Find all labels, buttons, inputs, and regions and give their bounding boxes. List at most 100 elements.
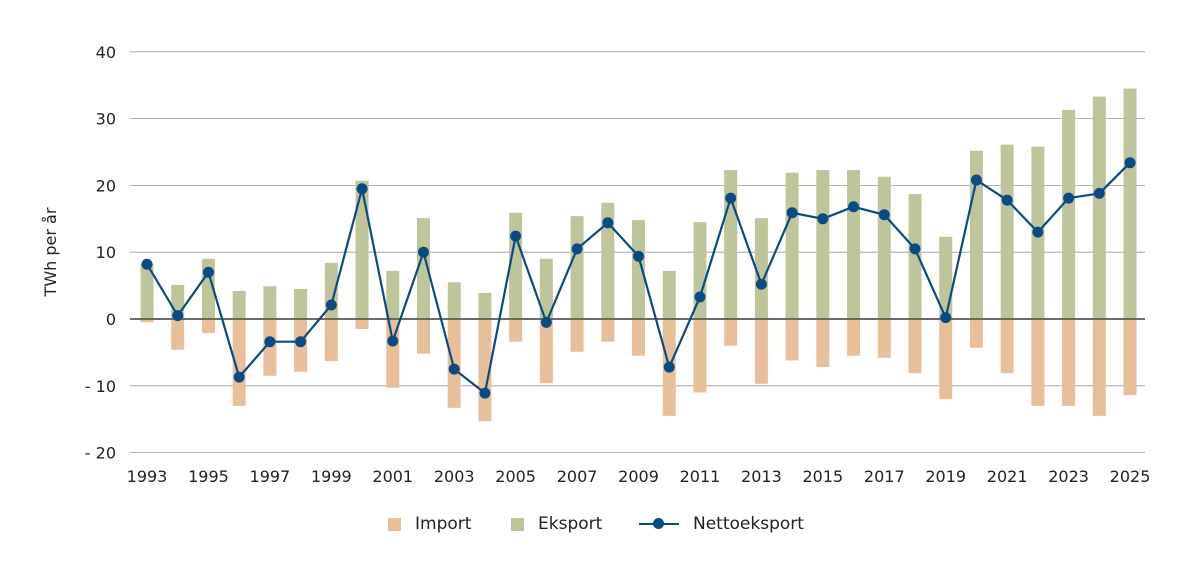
eksport-bar	[693, 222, 707, 319]
eksport-bar	[908, 194, 922, 319]
nettoeksport-point	[909, 243, 921, 255]
import-bar	[877, 319, 891, 358]
x-tick-label: 2001	[372, 467, 413, 486]
eksport-bar	[386, 270, 400, 319]
nettoeksport-point	[233, 371, 245, 383]
y-tick-label: 0	[106, 310, 116, 329]
eksport-bar	[632, 220, 646, 319]
eksport-bar	[416, 218, 430, 319]
x-tick-label: 1997	[250, 467, 291, 486]
import-bar	[939, 319, 953, 400]
nettoeksport-point	[755, 278, 767, 290]
nettoeksport-point	[848, 201, 860, 213]
eksport-bar	[662, 270, 676, 319]
eksport-bar	[1123, 88, 1137, 319]
nettoeksport-point	[387, 335, 399, 347]
nettoeksport-point	[725, 192, 737, 204]
x-tick-label: 2023	[1048, 467, 1089, 486]
eksport-bar	[754, 218, 768, 319]
x-tick-label: 2021	[987, 467, 1028, 486]
nettoeksport-point	[817, 213, 829, 225]
y-tick-label: 10	[96, 243, 116, 262]
eksport-bar	[847, 170, 861, 319]
eksport-bar	[816, 170, 830, 319]
x-tick-label: 2011	[680, 467, 721, 486]
eksport-bar	[509, 212, 523, 319]
import-bar	[754, 319, 768, 384]
x-tick-label: 2009	[618, 467, 659, 486]
x-tick-label: 2003	[434, 467, 475, 486]
import-bar	[539, 319, 553, 384]
import-bar	[908, 319, 922, 374]
x-tick-label: 2007	[557, 467, 598, 486]
x-tick-label: 2013	[741, 467, 782, 486]
eksport-bar	[570, 216, 584, 319]
nettoeksport-point	[264, 336, 276, 348]
nettoeksport-point	[1001, 194, 1013, 206]
nettoeksport-point	[571, 243, 583, 255]
y-tick-label: 30	[96, 110, 116, 129]
nettoeksport-point	[202, 266, 214, 278]
import-bar	[140, 319, 154, 323]
y-tick-label: 40	[96, 43, 116, 62]
import-bar	[601, 319, 615, 342]
x-tick-label: 1993	[127, 467, 168, 486]
nettoeksport-point	[878, 209, 890, 221]
eksport-bar	[724, 170, 738, 319]
x-tick-label: 1995	[188, 467, 229, 486]
import-bar	[724, 319, 738, 346]
import-bar	[847, 319, 861, 356]
import-bar	[416, 319, 430, 354]
nettoeksport-point	[663, 361, 675, 373]
eksport-bar	[601, 202, 615, 319]
nettoeksport-point	[510, 230, 522, 242]
eksport-bar	[785, 172, 799, 319]
eksport-bar	[1000, 144, 1014, 319]
import-bar	[570, 319, 584, 352]
nettoeksport-point	[786, 207, 798, 219]
import-swatch	[388, 517, 401, 531]
import-bar	[785, 319, 799, 361]
import-bar	[447, 319, 461, 408]
x-tick-label: 1999	[311, 467, 352, 486]
nettoeksport-point	[141, 258, 153, 270]
legend-eksport-label: Eksport	[538, 514, 603, 534]
nettoeksport-point	[448, 363, 460, 375]
import-bar	[969, 319, 983, 348]
nettoeksport-point	[417, 246, 429, 258]
eksport-bar	[1092, 96, 1106, 319]
y-tick-label: 20	[96, 176, 116, 195]
nettoeksport-point	[479, 387, 491, 399]
import-bar	[263, 319, 277, 376]
eksport-bar	[539, 258, 553, 319]
legend-import: Import	[388, 514, 471, 534]
import-bar	[1000, 319, 1014, 374]
x-tick-label: 2019	[925, 467, 966, 486]
y-axis-label: TWh per år	[41, 207, 60, 297]
x-tick-label: 2017	[864, 467, 905, 486]
legend-eksport: Eksport	[511, 514, 602, 534]
nettoeksport-point	[295, 336, 307, 348]
eksport-bar	[1062, 109, 1076, 319]
nettoeksport-point	[940, 312, 952, 324]
nettoeksport-point	[602, 217, 614, 229]
import-bar	[1062, 319, 1076, 406]
import-bar	[232, 319, 246, 406]
nettoeksport-point	[1032, 226, 1044, 238]
import-bar	[324, 319, 338, 362]
y-tick-label: - 10	[85, 377, 116, 396]
eksport-bar	[447, 282, 461, 319]
eksport-bar	[232, 290, 246, 319]
import-bar	[1123, 319, 1137, 396]
eksport-bar	[478, 292, 492, 319]
import-bar	[816, 319, 830, 368]
eksport-swatch	[511, 517, 524, 531]
eksport-bar	[140, 263, 154, 319]
nettoeksport-point	[356, 183, 368, 195]
eksport-bar	[263, 286, 277, 319]
import-bar	[509, 319, 523, 342]
x-tick-label: 2005	[495, 467, 536, 486]
nettoeksport-point	[1124, 157, 1136, 169]
import-bar	[632, 319, 646, 356]
